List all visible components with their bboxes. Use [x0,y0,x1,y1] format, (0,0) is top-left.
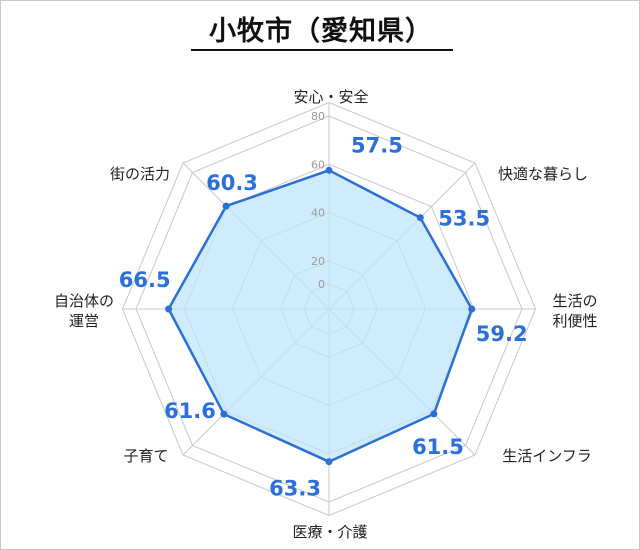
tick-label: 0 [318,278,325,291]
category-label: 生活の [552,292,597,310]
data-point [416,214,424,222]
tick-label: 80 [311,110,325,123]
value-label: 53.5 [438,207,490,231]
chart-title: 小牧市（愛知県） [209,16,433,47]
data-point [430,410,438,418]
title-underline [191,49,453,51]
value-label: 63.3 [269,477,321,501]
value-label: 60.3 [206,171,258,195]
value-label: 61.6 [164,399,216,423]
tick-label: 60 [311,158,325,171]
value-label: 59.2 [476,322,528,346]
category-label: 自治体の [54,292,114,310]
category-label: 運営 [69,312,99,330]
value-label: 57.5 [351,133,403,157]
value-label: 61.5 [412,435,464,459]
category-label: 安心・安全 [293,88,368,106]
category-label: 利便性 [552,312,597,330]
tick-label: 40 [311,207,325,220]
data-point [165,305,173,313]
data-point [220,410,228,418]
category-label: 子育て [123,447,168,465]
tick-label: 20 [311,255,325,268]
category-label: 医療・介護 [292,523,367,541]
data-point [325,458,333,466]
data-point [222,202,230,210]
data-point [325,166,333,174]
value-label: 66.5 [119,268,171,292]
data-point [468,305,476,313]
category-label: 生活インフラ [502,447,592,465]
category-label: 快適な暮らし [498,165,588,183]
category-label: 街の活力 [110,165,170,183]
